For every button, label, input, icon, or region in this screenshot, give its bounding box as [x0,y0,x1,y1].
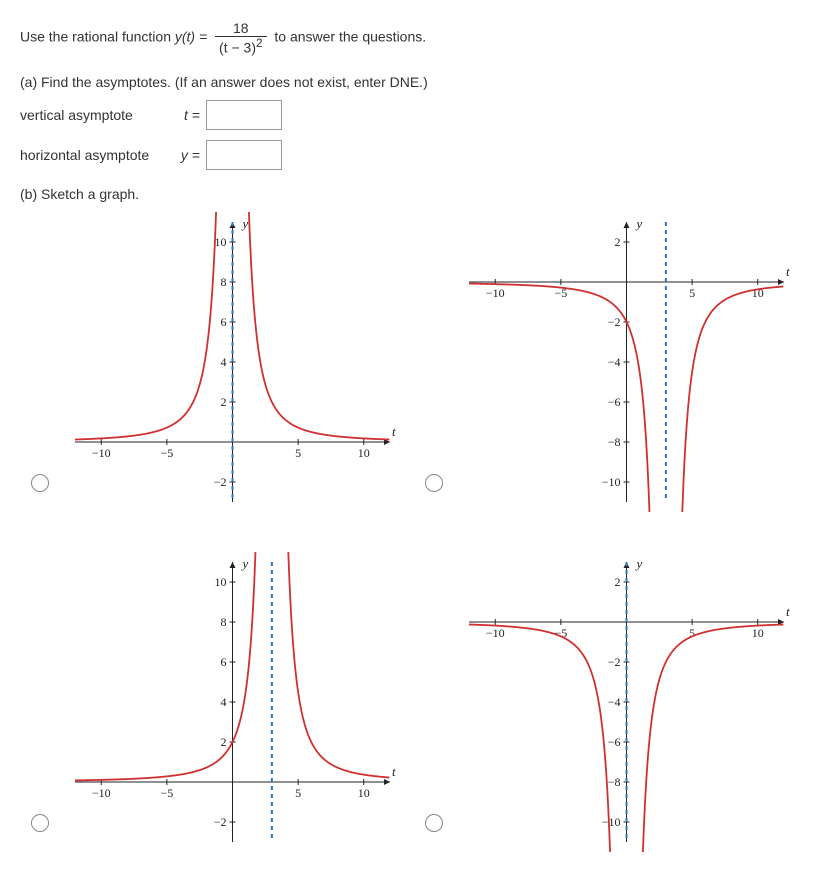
svg-text:5: 5 [295,446,301,460]
fraction-den: (t − 3)2 [215,37,266,56]
svg-text:2: 2 [615,575,621,589]
svg-text:10: 10 [358,446,370,460]
vertical-asymptote-label: vertical asymptote [20,107,170,123]
svg-text:−4: −4 [608,695,621,709]
svg-text:−6: −6 [608,735,621,749]
svg-text:−10: −10 [92,786,111,800]
svg-text:−2: −2 [214,815,227,829]
svg-text:10: 10 [358,786,370,800]
graph-option: −10−5510−10−8−6−4−22yt [454,212,808,512]
graph-option-radio[interactable] [31,474,49,492]
part-a-prompt: (a) Find the asymptotes. (If an answer d… [20,74,808,90]
question-intro: Use the rational function y(t) = 18 (t −… [20,20,808,56]
graph-option: −10 −5 5 10 −2 2 4 6 8 10 y t [60,212,414,512]
svg-text:−10: −10 [602,815,621,829]
svg-text:10: 10 [215,235,227,249]
graph-option-radio[interactable] [425,814,443,832]
intro-prefix: Use the rational function [20,29,175,45]
svg-text:y: y [241,556,249,571]
svg-text:−2: −2 [214,475,227,489]
fraction: 18 (t − 3)2 [215,20,266,56]
graph-option: −10−5510−10−8−6−4−22yt [454,552,808,852]
svg-text:−5: −5 [160,786,173,800]
svg-text:−8: −8 [608,435,621,449]
svg-text:y: y [635,216,643,231]
svg-text:−10: −10 [486,286,505,300]
svg-text:t: t [392,764,396,779]
svg-text:6: 6 [221,655,227,669]
svg-text:−2: −2 [608,315,621,329]
svg-text:−10: −10 [92,446,111,460]
graph-option-radio[interactable] [425,474,443,492]
svg-text:−6: −6 [608,395,621,409]
horizontal-asymptote-label: horizontal asymptote [20,147,170,163]
svg-text:8: 8 [221,615,227,629]
svg-text:−5: −5 [160,446,173,460]
horizontal-asymptote-input[interactable] [206,140,282,170]
svg-text:−10: −10 [486,626,505,640]
svg-text:y: y [241,216,249,231]
svg-text:−10: −10 [602,475,621,489]
svg-text:t: t [786,604,790,619]
func-lhs: y(t) = [175,29,211,45]
svg-text:t: t [786,264,790,279]
svg-text:8: 8 [221,275,227,289]
svg-text:4: 4 [221,355,227,369]
svg-text:5: 5 [689,286,695,300]
intro-suffix: to answer the questions. [274,29,426,45]
svg-text:2: 2 [221,735,227,749]
part-b-prompt: (b) Sketch a graph. [20,186,808,202]
svg-text:4: 4 [221,695,227,709]
svg-text:y: y [635,556,643,571]
graph-option: −10 −5 5 10 −2 2 4 6 8 10 y t [60,552,414,852]
svg-text:6: 6 [221,315,227,329]
vertical-var: t = [170,107,206,123]
svg-text:−2: −2 [608,655,621,669]
fraction-num: 18 [215,20,266,37]
svg-text:−4: −4 [608,355,621,369]
svg-text:10: 10 [215,575,227,589]
svg-text:10: 10 [752,626,764,640]
svg-text:−8: −8 [608,775,621,789]
graph-options-grid: −10−5510−2246810yt−10−5510−10−8−6−4−22yt… [20,212,808,852]
vertical-asymptote-input[interactable] [206,100,282,130]
graph-option-radio[interactable] [31,814,49,832]
part-b: (b) Sketch a graph. −10−5510−2246810yt−1… [20,186,808,852]
horizontal-var: y = [170,147,206,163]
svg-text:2: 2 [221,395,227,409]
svg-text:t: t [392,424,396,439]
svg-text:5: 5 [295,786,301,800]
svg-text:2: 2 [615,235,621,249]
part-a: (a) Find the asymptotes. (If an answer d… [20,74,808,170]
